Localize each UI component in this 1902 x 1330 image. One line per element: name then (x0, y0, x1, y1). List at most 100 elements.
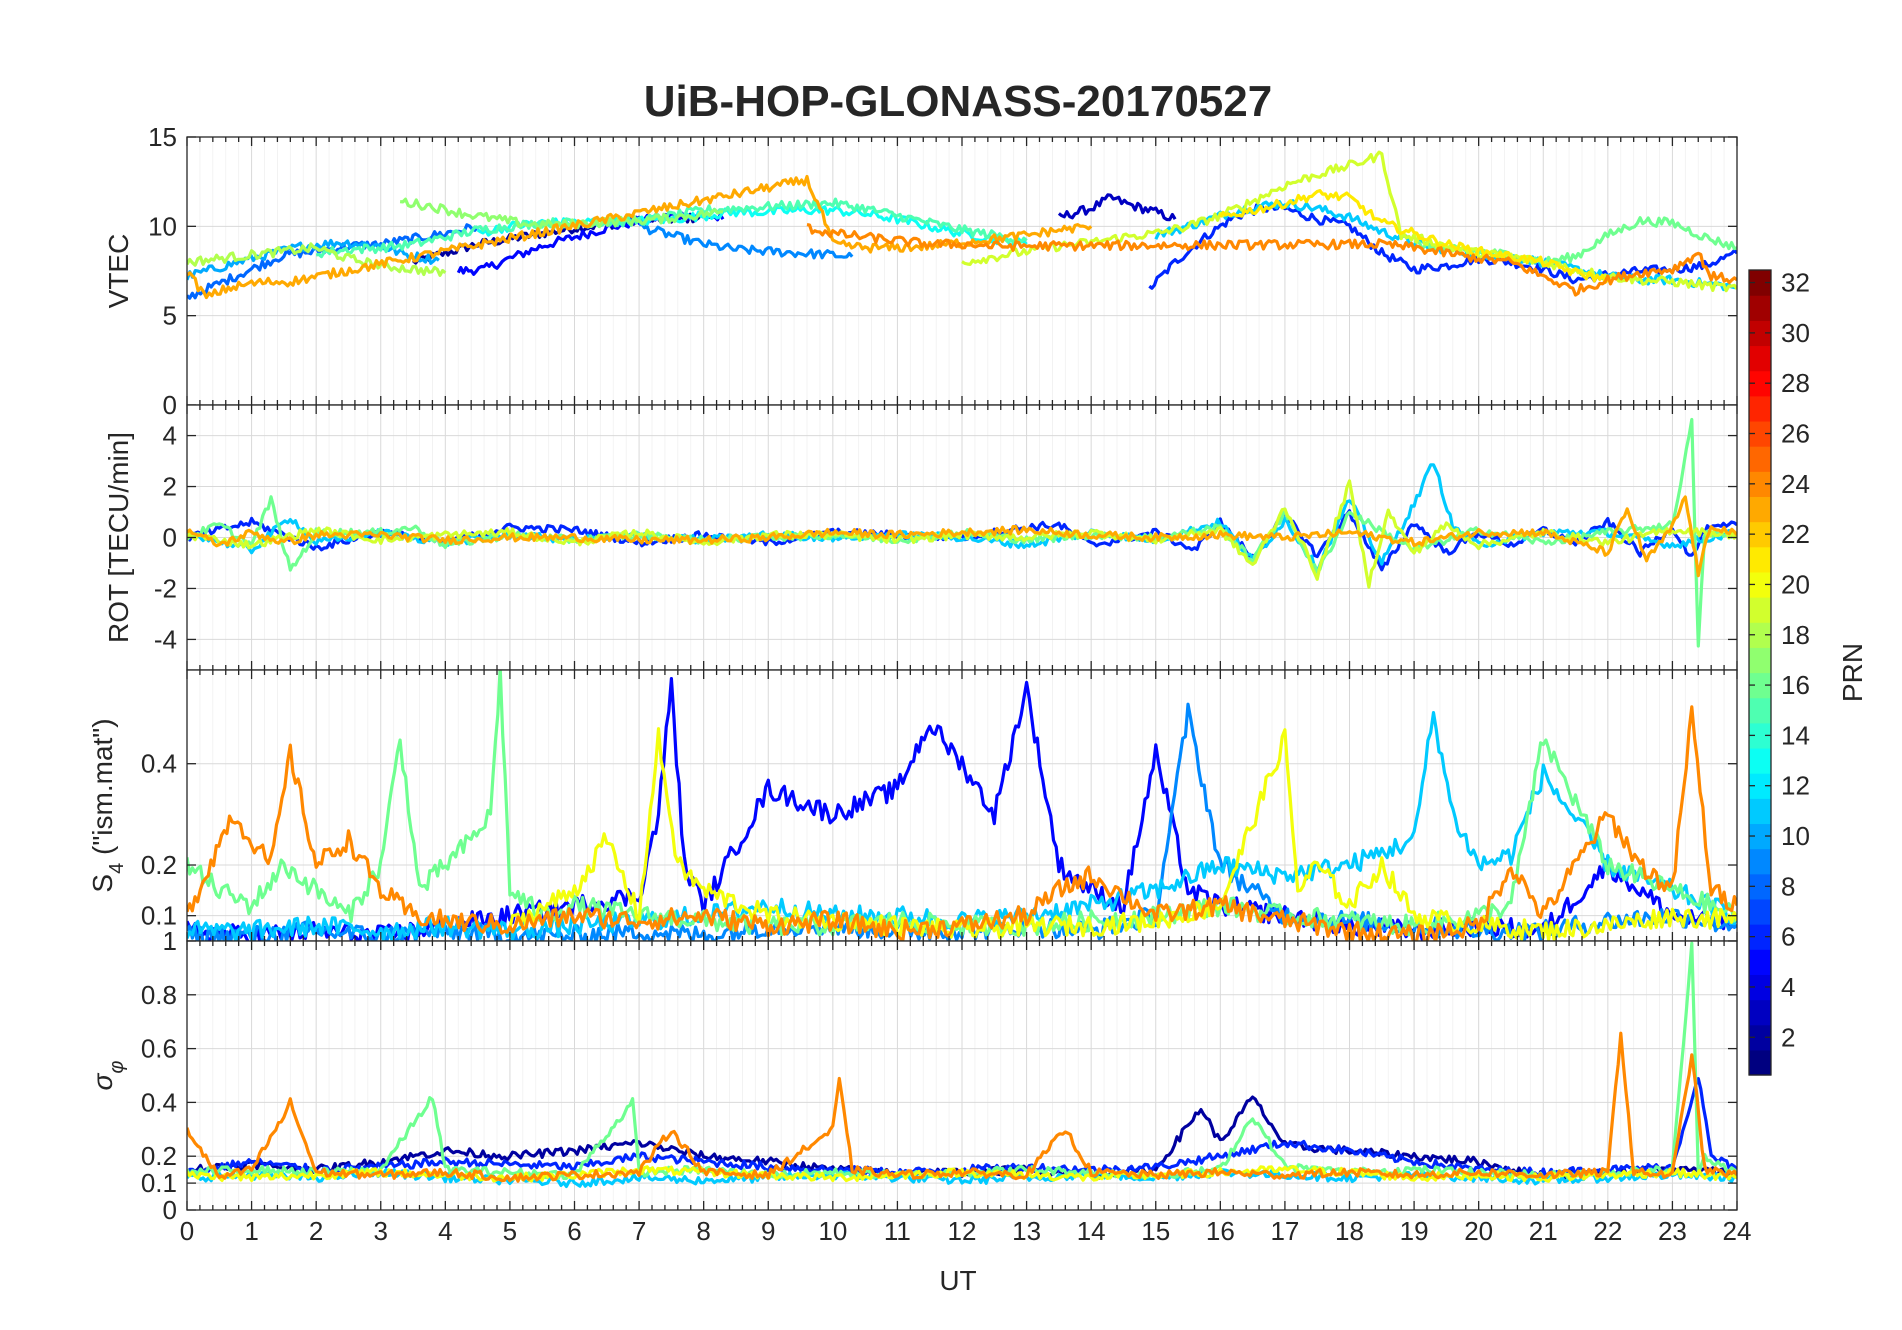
colorbar-cell (1749, 873, 1771, 900)
y-axis-label-sigma: σφ (87, 1061, 128, 1091)
colorbar-cell (1749, 395, 1771, 422)
colorbar-cell (1749, 647, 1771, 674)
y-tick-label: 1 (163, 926, 177, 956)
y-tick-label: 0.4 (141, 749, 177, 779)
colorbar-cell (1749, 747, 1771, 774)
colorbar-cell (1749, 773, 1771, 799)
x-tick-label: 12 (948, 1216, 977, 1246)
series-line-prn-23 (187, 495, 1737, 578)
colorbar-cell (1749, 446, 1771, 472)
colorbar-cell (1749, 722, 1771, 749)
y-axis-label-part: ("ism.mat") (87, 718, 118, 862)
y-tick-label: -2 (154, 573, 177, 603)
x-tick-label: 6 (567, 1216, 581, 1246)
colorbar-cell (1749, 622, 1771, 648)
colorbar-cell (1749, 798, 1771, 825)
colorbar-cell (1749, 1024, 1771, 1051)
colorbar-cell (1749, 823, 1771, 850)
y-tick-label: 0.1 (141, 1168, 177, 1198)
colorbar-tick-label: 28 (1781, 368, 1810, 398)
panel-vtec: 0 5 10 15 VTEC (103, 122, 1738, 420)
series-line-prn-16 (187, 670, 1737, 938)
colorbar-cell (1749, 370, 1771, 397)
series-line-prn-9 (638, 222, 854, 260)
colorbar-cell (1749, 320, 1771, 347)
x-tick-label: 24 (1723, 1216, 1752, 1246)
colorbar-tick-label: 2 (1781, 1022, 1795, 1052)
colorbar-tick-label: 10 (1781, 821, 1810, 851)
colorbar-cell (1749, 597, 1771, 623)
x-tick-label: 15 (1141, 1216, 1170, 1246)
x-tick-label: 10 (818, 1216, 847, 1246)
colorbar-tick-label: 32 (1781, 268, 1810, 298)
x-tick-label: 5 (503, 1216, 517, 1246)
series-group-vtec (187, 150, 1737, 300)
x-tick-label: 19 (1400, 1216, 1429, 1246)
panel-rot: -4 -2 0 2 4 ROT [TECU/min] (103, 404, 1738, 671)
colorbar-tick-label: 22 (1781, 519, 1810, 549)
x-tick-label: 8 (696, 1216, 710, 1246)
series-group-sigma (187, 941, 1737, 1189)
colorbar-tick-label: 30 (1781, 318, 1810, 348)
panel-sigma: 00.10.2 0.4 0.6 0.8 1 σφ (87, 926, 1738, 1225)
x-tick-label: 13 (1012, 1216, 1041, 1246)
colorbar-cell (1749, 924, 1771, 950)
colorbar-label: PRN (1837, 643, 1868, 702)
y-tick-label: 0.1 (141, 901, 177, 931)
colorbar-cell (1749, 496, 1771, 523)
series-line-prn-3 (1057, 193, 1177, 222)
y-tick-label: 15 (148, 122, 177, 152)
colorbar-tick-label: 6 (1781, 922, 1795, 952)
y-axis-label-part: σ (87, 1072, 118, 1090)
colorbar-cell (1749, 521, 1771, 548)
colorbar-frame (1748, 269, 1772, 1076)
y-tick-label: 0.4 (141, 1087, 177, 1117)
y-axis-label-subscript: φ (106, 1061, 128, 1074)
x-tick-label: 7 (632, 1216, 646, 1246)
x-tick-label: 23 (1658, 1216, 1687, 1246)
x-tick-label: 0 (180, 1216, 194, 1246)
x-tick-label: 16 (1206, 1216, 1235, 1246)
y-tick-label: 0 (163, 523, 177, 553)
y-axis-label-rot: ROT [TECU/min] (103, 432, 134, 643)
colorbar-cell (1749, 471, 1771, 498)
y-axis-label-part: S (87, 874, 118, 893)
colorbar-cell (1749, 974, 1771, 1001)
colorbar-cell (1749, 270, 1771, 296)
y-tick-label: 5 (163, 301, 177, 331)
x-tick-label: 2 (309, 1216, 323, 1246)
colorbar-tick-label: 12 (1781, 771, 1810, 801)
y-tick-label: 0.6 (141, 1034, 177, 1064)
x-tick-label: 3 (374, 1216, 388, 1246)
colorbar-cell (1749, 571, 1771, 598)
x-tick-label: 11 (884, 1216, 911, 1246)
colorbar-tick-label: 14 (1781, 720, 1810, 750)
colorbar-cell (1749, 999, 1771, 1026)
colorbar-cell (1749, 697, 1771, 724)
y-tick-label: 4 (163, 421, 177, 451)
x-tick-label: 9 (761, 1216, 775, 1246)
colorbar-cell (1749, 949, 1771, 975)
x-tick-label: 14 (1077, 1216, 1106, 1246)
x-tick-label: 21 (1529, 1216, 1558, 1246)
y-tick-label: 0.2 (141, 1141, 177, 1171)
colorbar-cell (1749, 848, 1771, 875)
y-axis-label-subscript: 4 (106, 863, 128, 874)
colorbar-cell (1749, 420, 1771, 447)
series-group-rot (187, 417, 1737, 648)
x-tick-label: 18 (1335, 1216, 1364, 1246)
y-axis-label-s4: S4 ("ism.mat") (87, 718, 128, 892)
x-axis-label: UT (939, 1265, 976, 1296)
series-line-prn-18 (187, 242, 447, 277)
series-line-prn-24 (187, 705, 1737, 941)
x-tick-label: 17 (1270, 1216, 1299, 1246)
series-line-prn-24 (806, 223, 1737, 297)
colorbar-cell (1749, 898, 1771, 925)
series-line-prn-15 (315, 197, 1028, 259)
colorbar-tick-label: 26 (1781, 419, 1810, 449)
colorbar-tick-label: 16 (1781, 670, 1810, 700)
x-tick-label: 1 (244, 1216, 258, 1246)
colorbar-cell (1749, 295, 1771, 321)
